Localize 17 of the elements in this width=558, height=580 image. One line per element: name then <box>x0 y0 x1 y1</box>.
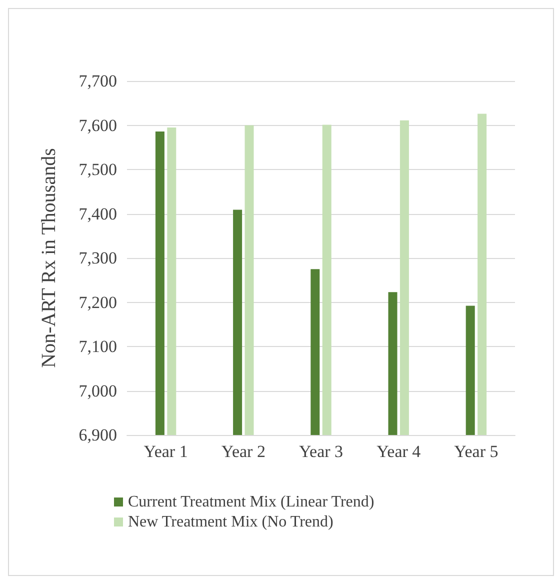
y-tick-label: 7,400 <box>78 204 117 224</box>
x-tick-label: Year 1 <box>144 442 188 461</box>
y-tick-label: 7,300 <box>78 248 117 268</box>
x-tick-label: Year 4 <box>376 442 422 461</box>
y-tick-label: 6,900 <box>78 426 117 444</box>
x-tick-label: Year 3 <box>298 442 344 461</box>
y-tick-label: 7,500 <box>78 160 117 179</box>
legend-label: Current Treatment Mix (Linear Trend) <box>128 494 374 510</box>
legend-label: New Treatment Mix (No Trend) <box>128 514 334 530</box>
y-tick-label: 7,000 <box>78 381 117 400</box>
y-tick-label: 7,700 <box>78 72 117 90</box>
x-tick-label: Year 5 <box>454 442 498 461</box>
y-tick-label: 7,600 <box>78 116 117 135</box>
y-tick-label: 7,200 <box>78 292 117 312</box>
y-axis-title: Non-ART Rx in Thousands <box>38 148 60 368</box>
y-tick-label: 7,100 <box>78 337 117 356</box>
x-tick-label: Year 2 <box>221 442 266 461</box>
